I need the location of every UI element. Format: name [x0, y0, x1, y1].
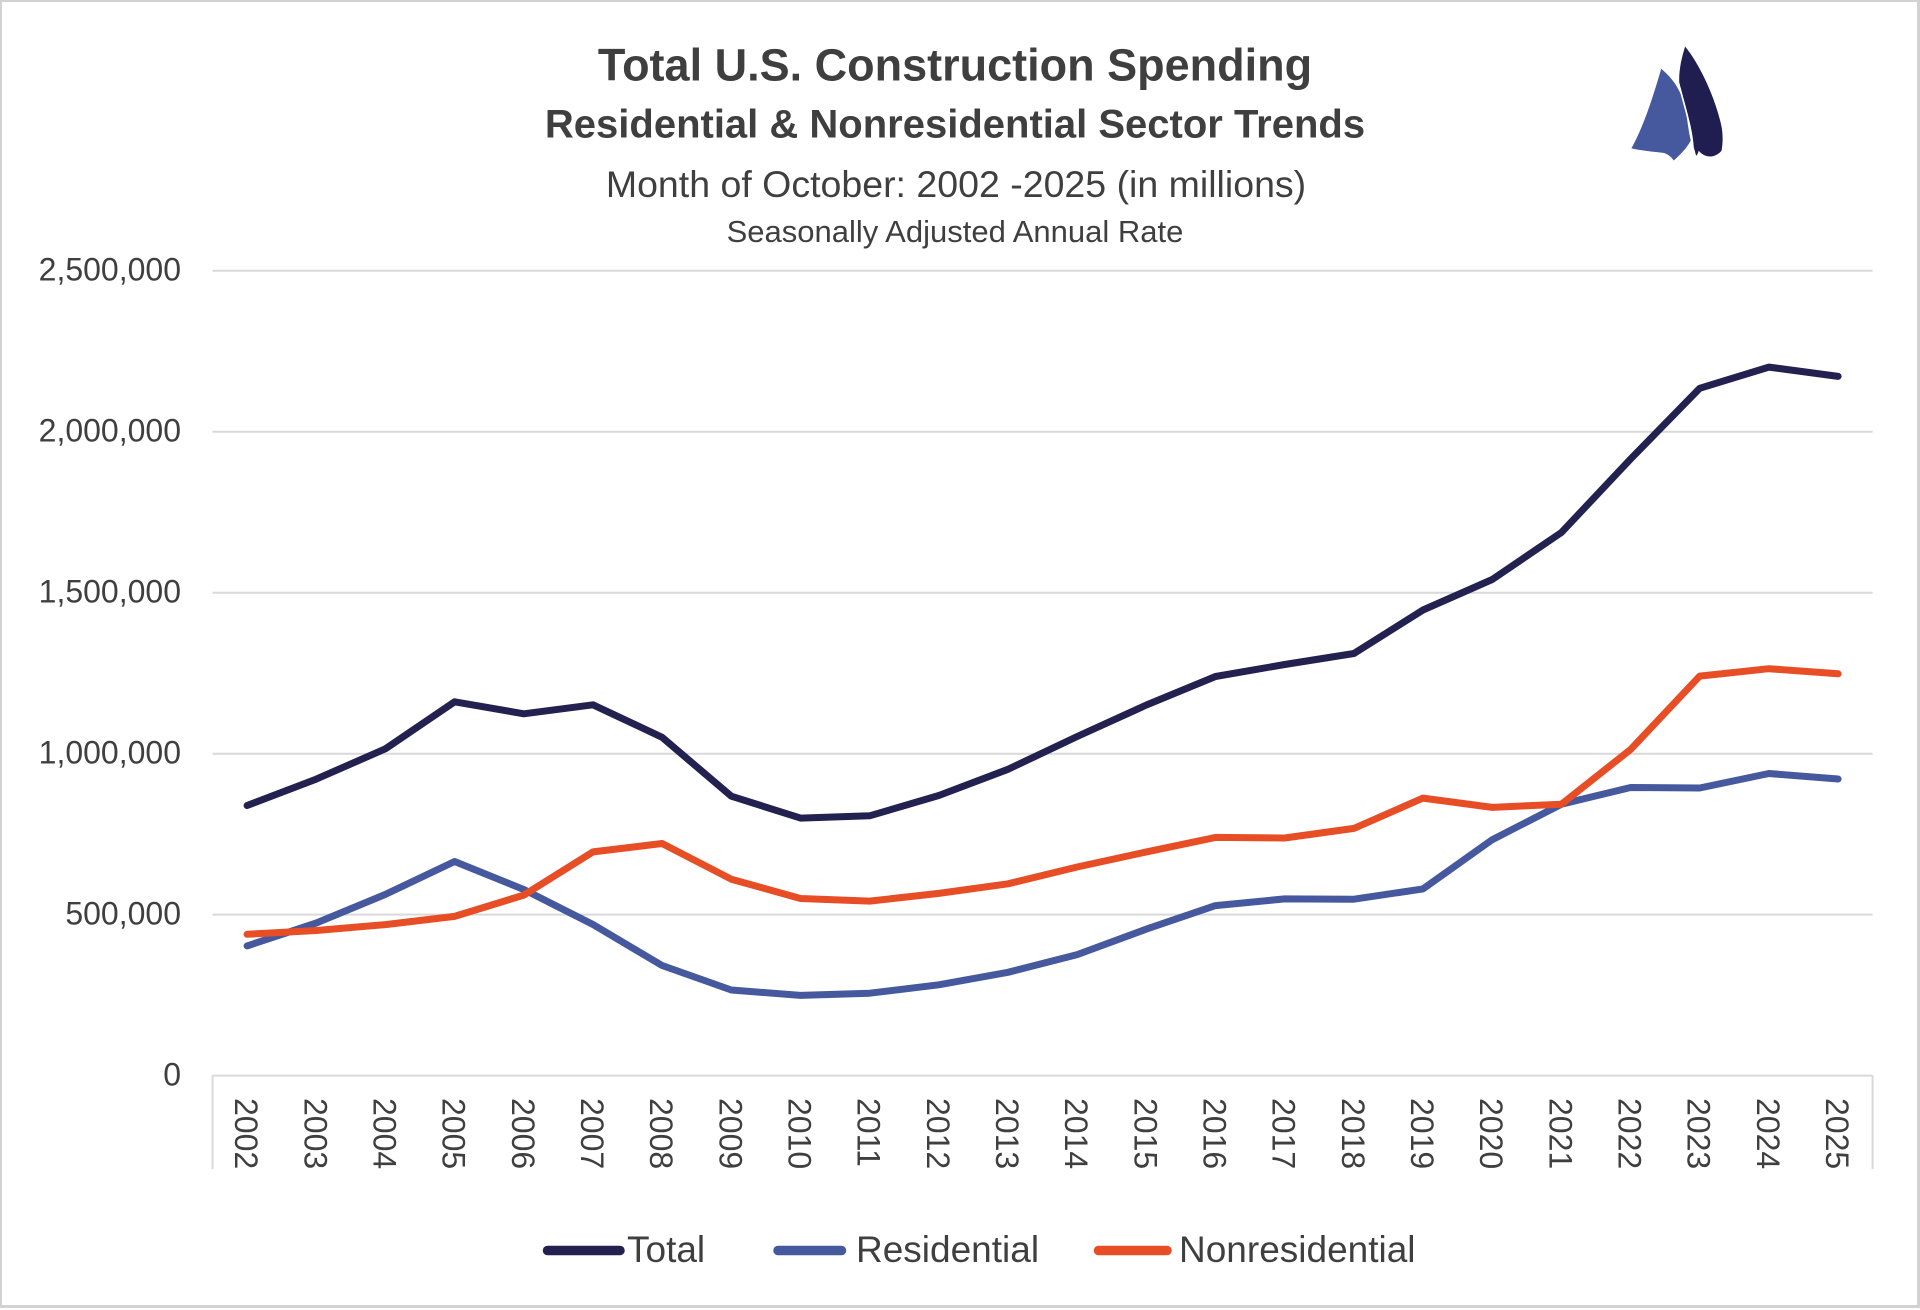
svg-text:2003: 2003 [297, 1098, 333, 1169]
svg-text:Month of October: 2002 -2025 (: Month of October: 2002 -2025 (in million… [606, 163, 1306, 205]
svg-text:1,000,000: 1,000,000 [39, 735, 181, 771]
svg-text:Residential: Residential [856, 1229, 1039, 1270]
svg-text:2021: 2021 [1542, 1098, 1578, 1169]
svg-text:Total: Total [627, 1229, 705, 1270]
svg-text:2006: 2006 [505, 1098, 541, 1169]
svg-text:2022: 2022 [1612, 1098, 1648, 1169]
svg-text:2013: 2013 [989, 1098, 1025, 1169]
svg-text:2008: 2008 [643, 1098, 679, 1169]
svg-text:Nonresidential: Nonresidential [1179, 1229, 1416, 1270]
svg-text:2017: 2017 [1266, 1098, 1302, 1169]
svg-text:2019: 2019 [1404, 1098, 1440, 1169]
svg-text:2007: 2007 [574, 1098, 610, 1169]
svg-text:2012: 2012 [920, 1098, 956, 1169]
svg-text:2,500,000: 2,500,000 [39, 252, 181, 288]
svg-text:2011: 2011 [851, 1098, 887, 1167]
svg-text:Total U.S. Construction Spendi: Total U.S. Construction Spending [598, 40, 1312, 91]
svg-text:2004: 2004 [366, 1098, 402, 1169]
svg-text:Seasonally Adjusted Annual Rat: Seasonally Adjusted Annual Rate [727, 214, 1184, 249]
svg-text:2009: 2009 [712, 1098, 748, 1169]
svg-text:500,000: 500,000 [65, 895, 181, 931]
svg-text:Residential & Nonresidential S: Residential & Nonresidential Sector Tren… [545, 103, 1365, 147]
svg-text:2025: 2025 [1819, 1098, 1855, 1169]
svg-text:2020: 2020 [1473, 1098, 1509, 1169]
svg-text:2024: 2024 [1750, 1098, 1786, 1169]
svg-text:2018: 2018 [1335, 1098, 1371, 1169]
svg-text:0: 0 [163, 1056, 181, 1092]
svg-text:2023: 2023 [1681, 1098, 1717, 1169]
svg-text:2014: 2014 [1058, 1098, 1094, 1169]
svg-text:1,500,000: 1,500,000 [39, 574, 181, 610]
svg-text:2002: 2002 [228, 1098, 264, 1169]
svg-text:2016: 2016 [1197, 1098, 1233, 1169]
svg-text:2,000,000: 2,000,000 [39, 413, 181, 449]
svg-text:2010: 2010 [782, 1098, 818, 1169]
svg-text:2015: 2015 [1127, 1098, 1163, 1169]
svg-text:2005: 2005 [436, 1098, 472, 1169]
